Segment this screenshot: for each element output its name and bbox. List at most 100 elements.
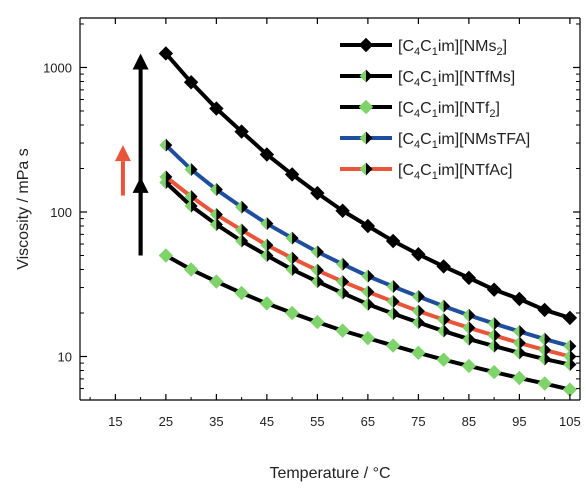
data-point-s4-11 xyxy=(437,313,451,327)
data-point-s2-7 xyxy=(335,323,350,338)
data-point-s3-3 xyxy=(235,200,249,214)
data-point-s0-1 xyxy=(183,75,199,90)
y-axis-title: Viscosity / mPa s xyxy=(15,148,32,270)
data-point-s2-4 xyxy=(259,296,275,311)
data-point-s1-7 xyxy=(336,286,350,300)
legend: [C4C1im][NMs2] [C4C1im][NTfMs] [C4C1im][NT… xyxy=(340,37,530,182)
data-point-s1-14 xyxy=(512,346,526,360)
axes: 15 25 35 45 55 65 75 85 95 105 10 100 1000 xyxy=(43,17,581,429)
data-point-s2-9 xyxy=(385,338,401,353)
x-tick-label-65: 65 xyxy=(361,414,375,429)
data-point-s4-1 xyxy=(184,189,198,203)
data-point-s3-4 xyxy=(260,217,274,231)
data-point-s3-7 xyxy=(336,257,350,271)
data-point-s2-13 xyxy=(486,364,502,380)
legend-label-2: [C4C1im][NTf2] xyxy=(398,100,500,120)
data-point-s4-10 xyxy=(411,304,425,318)
legend-marker-0 xyxy=(358,37,374,53)
data-point-s4-7 xyxy=(336,275,350,289)
data-point-s2-8 xyxy=(360,330,376,346)
data-point-s2-2 xyxy=(209,274,224,289)
data-point-s3-15 xyxy=(538,332,552,346)
data-point-s1-5 xyxy=(285,262,299,276)
data-point-s3-9 xyxy=(386,280,400,294)
data-point-s4-5 xyxy=(285,251,299,265)
data-point-s3-5 xyxy=(285,231,299,245)
legend-label-3: [C4C1im][NMsTFA] xyxy=(398,131,530,151)
data-point-s0-0 xyxy=(158,46,174,61)
data-point-s0-7 xyxy=(335,203,350,218)
data-point-s0-12 xyxy=(461,270,477,286)
data-point-s3-16 xyxy=(563,339,577,353)
legend-item-2: [C4C1im][NTf2] xyxy=(340,99,500,120)
legend-marker-2 xyxy=(358,99,374,115)
data-point-s4-8 xyxy=(361,285,375,299)
x-tick-label-35: 35 xyxy=(209,414,223,429)
data-point-s0-10 xyxy=(411,247,426,262)
data-point-s3-14 xyxy=(512,324,526,338)
data-point-s2-3 xyxy=(234,285,249,301)
data-point-s3-2 xyxy=(209,183,223,197)
data-point-s2-10 xyxy=(411,345,426,361)
data-point-s1-12 xyxy=(462,332,476,346)
y-tick-label-10: 10 xyxy=(58,349,72,364)
data-point-s0-9 xyxy=(385,233,401,249)
data-point-s0-13 xyxy=(486,282,502,297)
x-tick-label-85: 85 xyxy=(462,414,476,429)
data-point-s1-11 xyxy=(437,324,451,338)
series-layer xyxy=(158,46,578,397)
legend-marker-3 xyxy=(359,131,373,145)
data-point-s1-4 xyxy=(260,248,274,262)
data-point-s4-14 xyxy=(512,336,526,350)
data-point-s0-6 xyxy=(310,185,325,201)
data-point-s3-0 xyxy=(159,138,173,152)
data-point-s3-10 xyxy=(411,290,425,304)
data-point-s2-15 xyxy=(537,376,552,391)
legend-label-0: [C4C1im][NMs2] xyxy=(398,38,507,58)
data-point-s2-5 xyxy=(284,305,300,321)
legend-label-4: [C4C1im][NTfAc] xyxy=(398,162,512,182)
data-point-s4-6 xyxy=(310,263,324,277)
data-point-s4-15 xyxy=(538,343,552,357)
data-point-s2-0 xyxy=(158,248,174,263)
data-point-s0-15 xyxy=(537,302,552,318)
legend-marker-1 xyxy=(359,69,373,83)
x-tick-label-25: 25 xyxy=(159,414,173,429)
data-point-s0-14 xyxy=(512,291,527,307)
data-point-s4-9 xyxy=(386,295,400,309)
legend-item-0: [C4C1im][NMs2] xyxy=(340,37,507,58)
data-point-s3-12 xyxy=(462,308,476,322)
data-point-s4-3 xyxy=(235,223,249,237)
data-point-s3-8 xyxy=(361,269,375,283)
data-point-s3-13 xyxy=(487,317,501,331)
data-point-s0-11 xyxy=(436,259,451,274)
arrow-head-1 xyxy=(132,176,149,193)
legend-item-4: [C4C1im][NTfAc] xyxy=(340,162,512,182)
y-tick-label-1000: 1000 xyxy=(43,60,72,75)
x-tick-label-15: 15 xyxy=(108,414,122,429)
x-tick-label-75: 75 xyxy=(411,414,425,429)
data-point-s3-11 xyxy=(437,299,451,313)
data-point-s0-3 xyxy=(234,124,249,139)
legend-marker-4 xyxy=(359,162,373,176)
x-tick-label-95: 95 xyxy=(512,414,526,429)
legend-item-3: [C4C1im][NMsTFA] xyxy=(340,131,530,151)
data-point-s4-13 xyxy=(487,328,501,342)
legend-item-1: [C4C1im][NTfMs] xyxy=(340,69,515,89)
data-point-s1-2 xyxy=(209,217,223,231)
x-tick-label-105: 105 xyxy=(559,414,581,429)
data-point-s3-6 xyxy=(310,245,324,259)
data-point-s1-13 xyxy=(487,339,501,353)
data-point-s3-1 xyxy=(184,162,198,176)
data-point-s2-6 xyxy=(310,314,325,330)
data-point-s1-6 xyxy=(310,275,324,289)
arrow-head-0 xyxy=(132,53,149,70)
data-point-s2-14 xyxy=(512,370,527,386)
arrow-head-2 xyxy=(114,145,131,162)
data-point-s1-9 xyxy=(386,307,400,321)
data-point-s4-4 xyxy=(260,238,274,252)
data-point-s2-1 xyxy=(183,262,199,277)
data-point-s1-15 xyxy=(538,352,552,366)
data-point-s1-3 xyxy=(235,234,249,248)
